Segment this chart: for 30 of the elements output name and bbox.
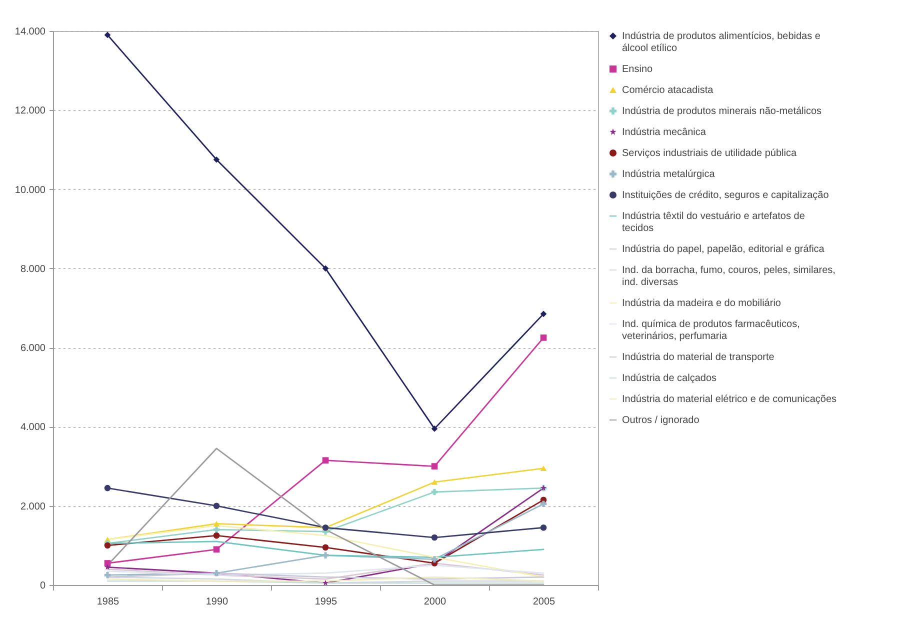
legend-label: Indústria de calçados (622, 373, 717, 384)
x-tick-label: 1995 (314, 596, 338, 608)
y-tick-label: 14.000 (14, 26, 46, 38)
legend-label: Ensino (622, 64, 654, 75)
legend-label: Indústria da madeira e do mobiliário (622, 298, 782, 309)
legend-label: Indústria de produtos alimentícios, bebidas e álcool etílico (622, 31, 821, 54)
legend-label: Instituições de crédito, seguros e capitalização (622, 190, 830, 201)
legend-label: Indústria do papel, papelão, editorial e gráfica (622, 244, 825, 255)
y-tick-label: 2.000 (20, 501, 46, 512)
legend-label: Outros / ignorado (622, 415, 700, 426)
x-tick-label: 1990 (206, 596, 229, 608)
legend-label: Comércio atacadista (622, 85, 714, 96)
legend-label: Indústria mecânica (622, 127, 706, 138)
x-tick-label: 2005 (532, 596, 556, 608)
legend-label: Indústria de produtos minerais não-metálicos (622, 106, 822, 117)
legend-label: Indústria do material de transporte (622, 352, 775, 363)
legend-label: Indústria têxtil do vestuário e artefatos de tecidos (622, 211, 806, 234)
y-tick-label: 4.000 (20, 422, 46, 434)
legend-label: Serviços industriais de utilidade pública (622, 148, 797, 159)
y-tick-label: 0 (40, 580, 46, 592)
y-tick-label: 10.000 (14, 184, 46, 196)
x-tick-label: 2000 (424, 596, 447, 608)
x-tick-label: 1985 (96, 596, 120, 608)
y-tick-label: 6.000 (20, 343, 46, 354)
legend-label: Ind. química de produtos farmacêuticos, veterinários, perfumaria (622, 319, 800, 342)
y-tick-label: 8.000 (20, 264, 46, 275)
y-tick-label: 12.000 (14, 106, 46, 117)
legend-label: Ind. da borracha, fumo, couros, peles, similares, ind. diversas (622, 265, 836, 288)
legend-label: Indústria do material elétrico e de comunicações (622, 394, 837, 405)
legend-label: Indústria metalúrgica (622, 169, 716, 180)
